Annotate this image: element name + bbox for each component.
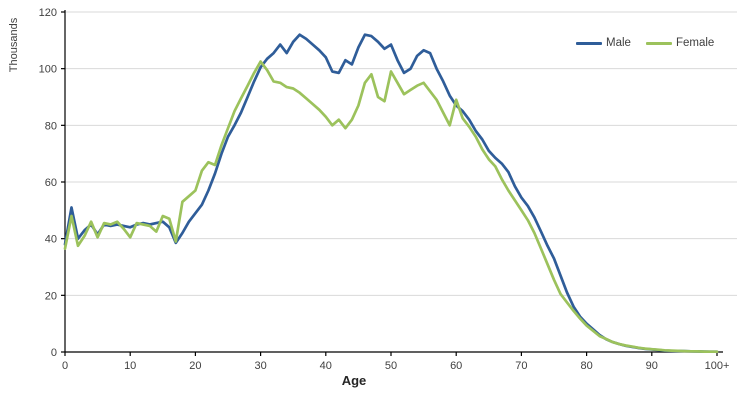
y-tick-label: 0 — [51, 347, 57, 359]
y-tick-label: 20 — [45, 290, 57, 302]
legend-male-label: Male — [606, 37, 631, 49]
y-tick-label: 60 — [45, 177, 57, 189]
x-tick-label: 30 — [254, 360, 266, 372]
y-tick-label: 100 — [39, 64, 57, 76]
male-line-swatch — [576, 41, 602, 45]
x-tick-label: 0 — [62, 360, 68, 372]
x-tick-label: 10 — [124, 360, 136, 372]
legend-entry-female: Female — [645, 37, 715, 49]
y-tick-label: 120 — [39, 7, 57, 19]
y-tick-label: 40 — [45, 234, 57, 246]
x-tick-label: 20 — [189, 360, 201, 372]
y-tick-label: 80 — [45, 120, 57, 132]
x-tick-label: 50 — [385, 360, 397, 372]
x-tick-label: 40 — [320, 360, 332, 372]
x-tick-label: 100+ — [705, 360, 730, 372]
x-tick-label: 70 — [515, 360, 527, 372]
legend-entry-male: Male — [576, 37, 631, 49]
y-axis-title: Thousands — [8, 17, 20, 72]
x-tick-label: 80 — [580, 360, 592, 372]
x-tick-label: 90 — [646, 360, 658, 372]
legend-female-label: Female — [675, 37, 715, 49]
legend: Male Female — [576, 37, 714, 49]
female-line-swatch — [645, 41, 672, 45]
female-line — [63, 60, 719, 354]
male-line — [63, 33, 719, 354]
x-axis-title: Age — [342, 373, 367, 388]
x-tick-label: 60 — [450, 360, 462, 372]
